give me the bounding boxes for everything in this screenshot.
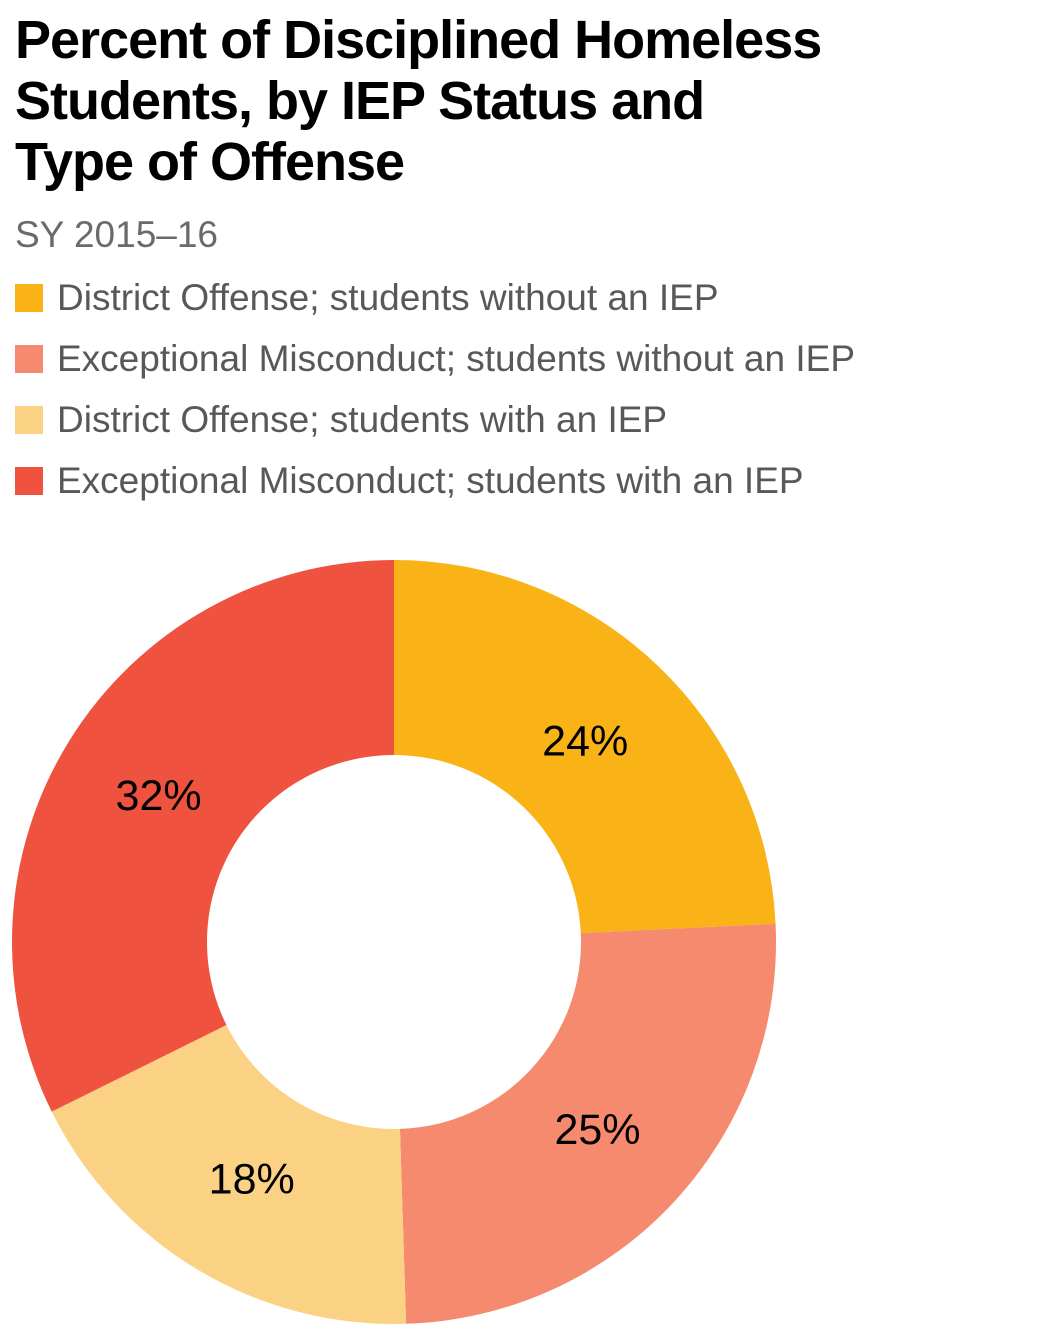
pie-slice-1 <box>394 560 776 934</box>
legend-swatch <box>15 405 43 434</box>
legend-item: District Offense; students with an IEP <box>15 399 855 440</box>
legend-item: Exceptional Misconduct; students without… <box>15 338 855 379</box>
legend-item: Exceptional Misconduct; students with an… <box>15 460 855 501</box>
slice-value-label: 32% <box>116 772 202 820</box>
legend-swatch <box>15 283 43 312</box>
slice-value-label: 18% <box>209 1156 295 1204</box>
donut-chart: 24% 25% 18% 32% <box>12 560 777 1325</box>
legend-label: District Offense; students with an IEP <box>57 398 668 440</box>
pie-slice-2 <box>399 923 777 1324</box>
pie-slice-4 <box>12 560 394 1112</box>
legend-item: District Offense; students without an IE… <box>15 277 855 318</box>
legend-swatch <box>15 466 43 495</box>
chart-title-line-3: Type of Offense <box>15 132 405 192</box>
pie-slice-3 <box>51 1025 407 1325</box>
legend-swatch <box>15 344 43 373</box>
chart-legend: District Offense; students without an IE… <box>15 277 855 525</box>
legend-label: Exceptional Misconduct; students without… <box>57 337 855 379</box>
slice-value-label: 25% <box>554 1106 640 1154</box>
chart-title-line-1: Percent of Disciplined Homeless <box>15 10 822 70</box>
donut-chart-svg: 24% 25% 18% 32% <box>12 560 777 1325</box>
chart-title-line-2: Students, by IEP Status and <box>15 71 705 131</box>
slice-value-label: 24% <box>542 718 628 766</box>
legend-label: District Offense; students without an IE… <box>57 276 719 318</box>
chart-title: Percent of Disciplined Homeless Students… <box>15 10 975 193</box>
legend-label: Exceptional Misconduct; students with an… <box>57 459 804 501</box>
chart-subtitle: SY 2015–16 <box>15 214 219 255</box>
